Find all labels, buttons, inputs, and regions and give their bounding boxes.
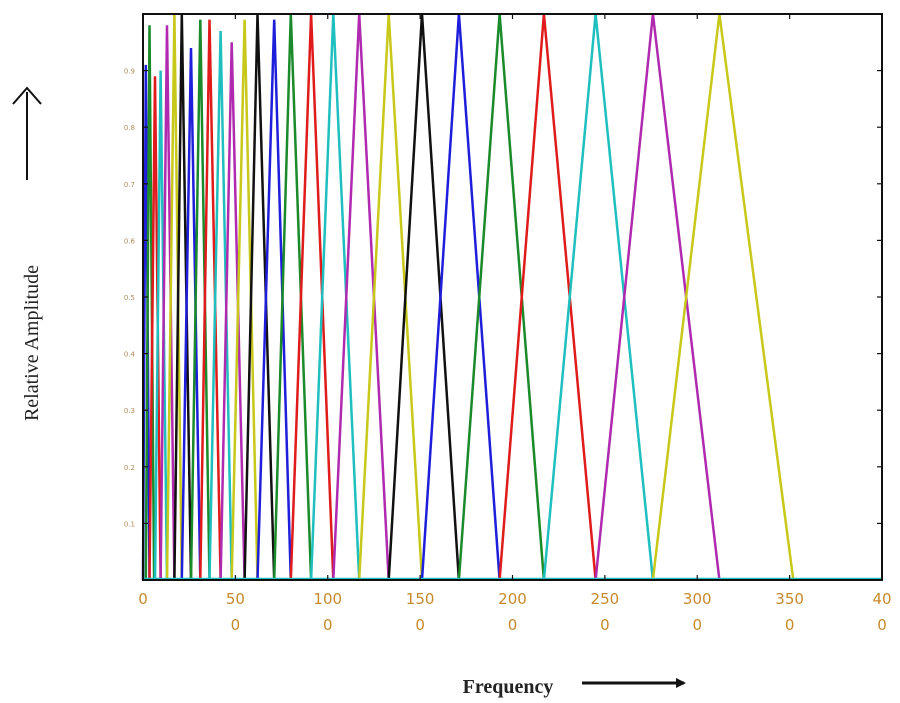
filter-triangle [289,13,335,581]
plot-frame [142,13,883,581]
x-tick-label-wrap: 0 [692,616,702,634]
x-tick-label: 350 [775,590,804,608]
filter-triangle [159,25,176,581]
y-tick-label: 0.9 [124,68,135,76]
y-tick-label: 0.6 [124,237,136,245]
x-tick-label: 100 [313,590,342,608]
y-tick-label: 0.8 [124,124,135,132]
x-tick-label: 150 [406,590,435,608]
filter-triangle [180,47,202,581]
y-tick-label: 0.4 [124,351,136,359]
filter-triangle [651,13,795,581]
y-axis-arrowhead-icon [12,86,42,105]
x-tick-label-wrap: 0 [508,616,518,634]
x-tick-label-wrap: 0 [415,616,425,634]
x-tick-label: 200 [498,590,527,608]
y-tick-label: 0.2 [124,464,135,472]
x-tick-label-wrap: 0 [877,616,887,634]
x-tick-label-wrap: 0 [231,616,241,634]
y-axis-ticks: 0.1 0.2 0.3 0.4 0.5 0.6 0.7 0.8 0.9 [124,68,882,528]
filter-triangle [457,13,546,581]
y-tick-label: 0.5 [124,294,135,302]
y-axis-label: Relative Amplitude [21,265,43,421]
filter-triangle [357,13,424,581]
x-tick-label: 0 [138,590,148,608]
filter-triangle [420,13,501,581]
x-tick-label: 250 [591,590,620,608]
y-tick-label: 0.3 [124,407,135,415]
x-tick-label: 300 [683,590,712,608]
filter-bank-series [141,13,795,581]
filter-triangle [230,19,259,581]
x-tick-label-wrap: 0 [785,616,795,634]
filter-triangle [332,13,390,581]
filter-triangle [208,30,233,581]
filter-triangle [387,13,461,581]
filter-triangle [256,19,293,581]
x-tick-label-wrap: 0 [600,616,610,634]
filter-triangle [498,13,597,581]
x-tick-label: 40 [872,590,891,608]
filter-triangle [148,76,162,581]
filter-triangle [219,42,246,581]
x-axis-label: Frequency [463,676,554,698]
filter-triangle [189,19,211,581]
x-tick-label: 50 [226,590,245,608]
filter-triangle [199,19,222,581]
y-tick-label: 0.7 [124,181,135,189]
y-tick-label: 0.1 [124,520,135,528]
filter-triangle [594,13,721,581]
x-tick-label-wrap: 0 [323,616,333,634]
filter-triangle [153,70,169,581]
x-axis-ticks: 0 50 0 100 0 150 0 200 0 250 0 300 0 350 0 40 0 [138,14,892,634]
filter-triangle [542,13,655,581]
filter-triangle [309,13,361,581]
